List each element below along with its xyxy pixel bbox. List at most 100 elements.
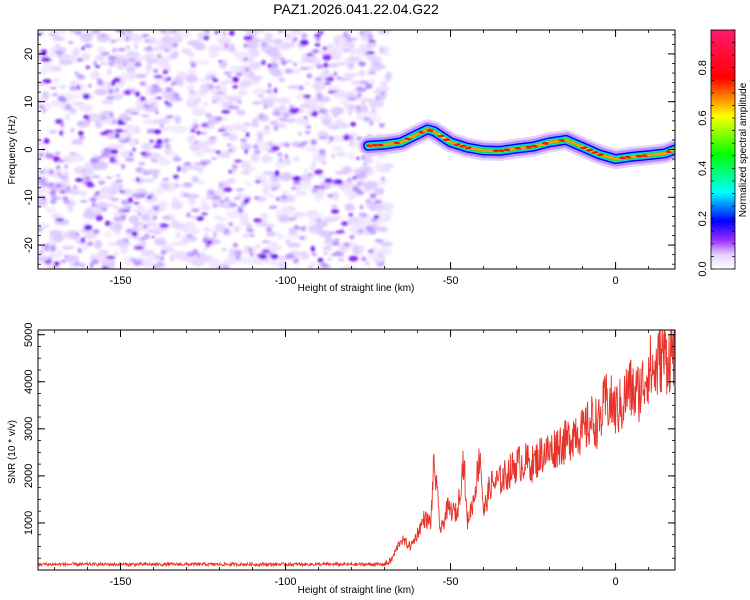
noise-blob xyxy=(196,254,200,258)
noise-blob xyxy=(365,199,371,203)
noise-blob xyxy=(367,156,373,164)
noise-blob xyxy=(379,91,387,95)
noise-blob xyxy=(362,105,368,114)
noise-blob xyxy=(209,260,218,269)
noise-blob xyxy=(222,187,233,193)
noise-blob xyxy=(205,113,212,118)
noise-blob xyxy=(323,252,328,255)
noise-blob xyxy=(110,39,116,44)
noise-blob xyxy=(334,37,341,45)
noise-blob xyxy=(146,37,157,45)
noise-blob xyxy=(321,119,332,126)
noise-blob xyxy=(343,34,351,39)
noise-blob xyxy=(342,134,350,141)
noise-blob xyxy=(172,42,178,48)
noise-blob xyxy=(125,206,132,210)
noise-blob xyxy=(317,93,322,99)
noise-blob xyxy=(54,152,61,155)
noise-blob xyxy=(146,62,153,72)
noise-blob xyxy=(113,217,120,222)
noise-blob xyxy=(227,143,231,147)
noise-blob xyxy=(153,68,159,74)
noise-blob xyxy=(285,60,293,63)
noise-blob xyxy=(136,177,140,183)
noise-blob xyxy=(55,184,62,187)
signal-hot-segment xyxy=(614,157,621,161)
noise-blob xyxy=(331,253,338,257)
noise-blob xyxy=(87,241,94,247)
noise-blob xyxy=(320,109,329,112)
noise-blob xyxy=(240,143,252,151)
signal-peak xyxy=(514,147,522,150)
signal-peak xyxy=(558,139,566,142)
signal-hot-segment xyxy=(422,128,428,133)
noise-blob xyxy=(130,112,140,115)
noise-blob xyxy=(39,169,45,175)
noise-blob xyxy=(143,103,148,109)
noise-blob xyxy=(183,182,193,187)
noise-blob xyxy=(384,210,393,215)
y-axis-ticks: -20 -10 0 10 20 xyxy=(23,34,675,265)
noise-blob xyxy=(155,96,163,100)
noise-blob xyxy=(303,81,311,86)
noise-blob xyxy=(38,32,44,36)
noise-blob xyxy=(343,31,348,36)
signal-peak xyxy=(377,143,385,147)
signal-peak xyxy=(542,142,550,145)
noise-blob xyxy=(370,218,377,222)
noise-blob xyxy=(373,199,383,204)
noise-blob xyxy=(130,34,143,43)
noise-blob xyxy=(357,92,362,98)
noise-blob xyxy=(190,128,196,133)
noise-blob xyxy=(40,49,48,56)
noise-blob xyxy=(217,36,232,46)
noise-blob xyxy=(130,138,136,148)
noise-blob xyxy=(307,173,313,176)
noise-blob xyxy=(167,77,171,81)
noise-blob xyxy=(260,42,268,48)
noise-blob xyxy=(69,80,80,88)
noise-blob xyxy=(347,108,353,116)
noise-blob xyxy=(118,216,123,222)
noise-blob xyxy=(97,80,104,86)
noise-blob xyxy=(331,242,341,246)
noise-blob xyxy=(369,226,374,231)
noise-blob xyxy=(183,193,189,197)
noise-blob xyxy=(296,93,308,101)
noise-blob xyxy=(48,31,58,37)
noise-blob xyxy=(258,113,265,119)
noise-blob xyxy=(59,130,64,137)
noise-blob xyxy=(296,189,302,198)
noise-blob xyxy=(133,43,139,50)
noise-blob xyxy=(378,178,388,186)
noise-blob xyxy=(109,149,119,155)
noise-blob xyxy=(242,233,250,238)
noise-blob xyxy=(233,197,241,200)
noise-blob xyxy=(207,46,214,51)
y-axis-label: SNR (10 * v/v) xyxy=(7,420,18,484)
noise-blob xyxy=(162,69,169,75)
noise-blob xyxy=(331,204,338,209)
noise-blob xyxy=(140,249,156,257)
noise-blob xyxy=(48,169,54,175)
noise-blob xyxy=(192,123,200,129)
noise-blob xyxy=(235,72,242,76)
noise-blob xyxy=(232,242,239,248)
noise-blob xyxy=(69,152,76,155)
noise-blob xyxy=(95,214,104,222)
noise-blob xyxy=(205,195,212,200)
noise-blob xyxy=(266,227,273,232)
noise-blob xyxy=(368,110,378,116)
noise-blob xyxy=(266,230,276,237)
noise-blob xyxy=(164,146,173,156)
noise-blob xyxy=(164,76,168,83)
noise-blob xyxy=(244,197,250,204)
noise-blob xyxy=(284,33,293,40)
noise-blob xyxy=(83,224,93,231)
noise-blob xyxy=(81,46,85,51)
noise-blob xyxy=(224,265,228,269)
noise-blob xyxy=(64,164,69,169)
noise-blob xyxy=(113,251,119,257)
noise-blob xyxy=(49,48,58,58)
noise-blob xyxy=(154,111,159,115)
